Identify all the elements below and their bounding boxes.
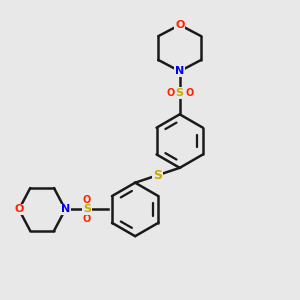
Text: O: O <box>83 195 91 205</box>
Text: O: O <box>166 88 174 98</box>
Text: O: O <box>185 88 194 98</box>
Text: S: S <box>176 88 184 98</box>
Text: O: O <box>14 204 24 214</box>
Text: S: S <box>153 169 162 182</box>
Text: N: N <box>175 66 184 76</box>
Text: O: O <box>175 20 184 30</box>
Text: N: N <box>61 204 70 214</box>
Text: S: S <box>83 204 91 214</box>
Text: O: O <box>83 214 91 224</box>
